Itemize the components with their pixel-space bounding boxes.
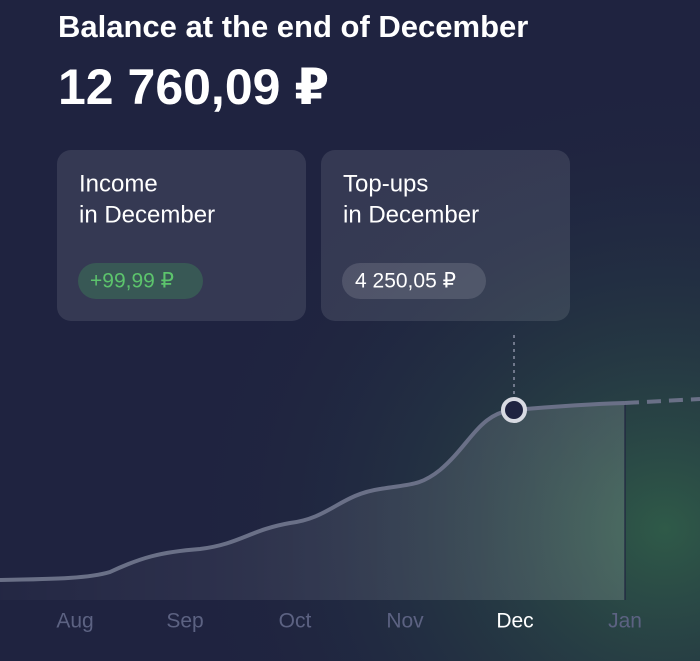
forecast-line — [624, 397, 700, 405]
month-label[interactable]: Dec — [496, 610, 533, 633]
balance-area — [0, 403, 625, 600]
amount-badge — [78, 263, 203, 299]
amount: 4 250,05 ₽ — [355, 270, 456, 293]
month-axis: Aug Sep Oct Nov Dec Jan — [56, 610, 642, 633]
title: Balance at the end of December — [58, 9, 528, 44]
card-title: in December — [79, 201, 215, 228]
balance: 12 760,09 ₽ — [58, 59, 329, 115]
month-label[interactable]: Nov — [386, 610, 424, 633]
month-label[interactable]: Oct — [279, 610, 312, 633]
income-card[interactable] — [57, 150, 306, 321]
month-label[interactable]: Sep — [166, 610, 203, 633]
amount-badge — [342, 263, 486, 299]
card-title: in December — [343, 201, 479, 228]
amount: +99,99 ₽ — [90, 270, 174, 293]
month-label[interactable]: Jan — [608, 610, 642, 633]
month-label[interactable]: Aug — [56, 610, 93, 633]
topups-card[interactable] — [321, 150, 570, 321]
card-title: Income — [79, 170, 158, 197]
selected-marker[interactable] — [501, 397, 527, 423]
card-title: Top-ups — [343, 170, 428, 197]
